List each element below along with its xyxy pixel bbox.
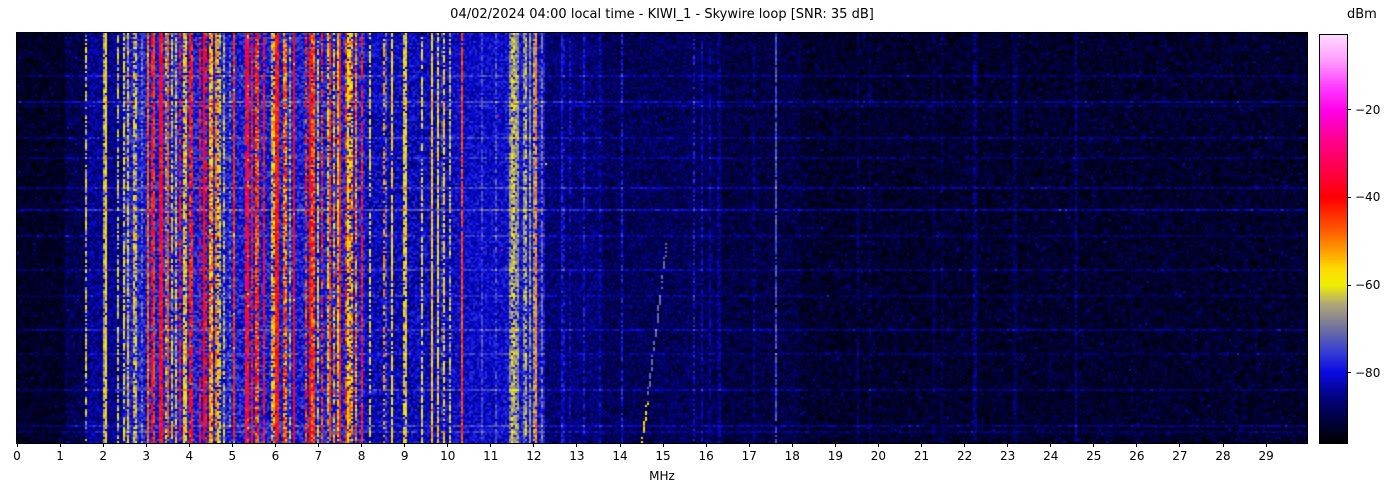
x-tick-mark <box>748 443 750 447</box>
spectrogram-canvas <box>17 33 1307 443</box>
x-tick-label: 28 <box>1215 449 1231 463</box>
x-tick-label: 16 <box>698 449 714 463</box>
x-tick-label: 12 <box>526 449 542 463</box>
colorbar-tick-label: −80 <box>1355 365 1381 380</box>
x-tick-label: 5 <box>228 449 237 463</box>
x-tick-label: 11 <box>483 449 499 463</box>
x-tick-mark <box>576 443 578 447</box>
x-tick-mark <box>361 443 363 447</box>
x-tick-label: 13 <box>569 449 585 463</box>
colorbar-tick-label: −40 <box>1355 190 1381 205</box>
colorbar-tick-mark <box>1347 196 1351 198</box>
x-tick-label: 4 <box>185 449 194 463</box>
x-tick-label: 27 <box>1172 449 1188 463</box>
x-tick-label: 7 <box>314 449 323 463</box>
x-tick-mark <box>533 443 535 447</box>
x-tick-label: 23 <box>1000 449 1016 463</box>
x-tick-label: 10 <box>440 449 456 463</box>
x-tick-label: 9 <box>400 449 409 463</box>
colorbar-tick-label: −20 <box>1355 102 1381 117</box>
x-tick-mark <box>490 443 492 447</box>
x-tick-mark <box>188 443 190 447</box>
x-tick-mark <box>1179 443 1181 447</box>
x-tick-label: 18 <box>784 449 800 463</box>
chart-title: 04/02/2024 04:00 local time - KIWI_1 - S… <box>450 7 874 22</box>
x-tick-mark <box>231 443 233 447</box>
x-tick-label: 3 <box>142 449 151 463</box>
x-tick-mark <box>1050 443 1052 447</box>
x-tick-label: 8 <box>357 449 366 463</box>
colorbar-tick-mark <box>1347 284 1351 286</box>
x-tick-label: 22 <box>956 449 973 463</box>
x-tick-mark <box>102 443 104 447</box>
colorbar-axis: −20 −40 −60 −80 <box>1347 35 1399 443</box>
x-tick-mark <box>619 443 621 447</box>
x-tick-mark <box>1093 443 1095 447</box>
x-tick-mark <box>1007 443 1009 447</box>
x-tick-mark <box>274 443 276 447</box>
x-tick-mark <box>1265 443 1267 447</box>
x-tick-label: 20 <box>870 449 887 463</box>
x-tick-label: 0 <box>13 449 21 463</box>
x-tick-mark <box>145 443 147 447</box>
x-tick-mark <box>834 443 836 447</box>
x-tick-mark <box>318 443 319 447</box>
x-tick-mark <box>705 443 707 447</box>
colorbar <box>1319 34 1348 444</box>
x-tick-label: 25 <box>1086 449 1102 463</box>
x-tick-label: 29 <box>1258 449 1274 463</box>
x-tick-mark <box>1136 443 1138 447</box>
x-tick-label: 26 <box>1129 449 1145 463</box>
x-tick-mark <box>877 443 879 447</box>
colorbar-canvas <box>1320 35 1347 443</box>
colorbar-tick-mark <box>1347 109 1351 111</box>
x-tick-label: 6 <box>271 449 280 463</box>
x-tick-label: 15 <box>655 449 671 463</box>
x-axis: 0 1 2 3 4 5 6 7 8 9 10 11 12 13 14 15 16 17 18 19 20 21 22 23 24… <box>13 443 1307 488</box>
x-tick-label: 24 <box>1043 449 1059 463</box>
x-axis-label: MHz <box>649 469 675 483</box>
x-tick-mark <box>964 443 966 447</box>
x-tick-mark <box>404 443 406 447</box>
x-tick-label: 1 <box>56 449 64 463</box>
x-tick-label: 19 <box>827 449 843 463</box>
x-tick-mark <box>59 443 61 447</box>
x-tick-mark <box>447 443 449 447</box>
spectrogram-plot <box>16 32 1308 444</box>
x-tick-mark <box>662 443 664 447</box>
x-tick-label: 2 <box>99 449 107 463</box>
x-tick-mark <box>791 443 793 447</box>
x-tick-label: 17 <box>741 449 757 463</box>
x-tick-mark <box>921 443 922 447</box>
x-tick-label: 14 <box>612 449 628 463</box>
colorbar-tick-mark <box>1347 372 1351 374</box>
x-tick-mark <box>16 443 18 447</box>
colorbar-tick-label: −60 <box>1355 278 1381 293</box>
colorbar-label: dBm <box>1347 7 1377 22</box>
x-tick-mark <box>1222 443 1224 447</box>
x-tick-label: 21 <box>913 449 930 463</box>
